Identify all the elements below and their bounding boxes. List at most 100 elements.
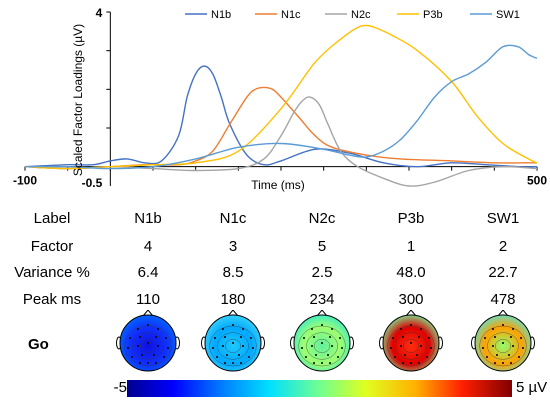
electrode-dot	[410, 362, 412, 364]
factor-cell: 3	[228, 238, 238, 255]
x-tick-label: -100	[13, 174, 37, 188]
variance-cell: 2.5	[311, 264, 333, 281]
series-line-n1b	[24, 65, 538, 168]
electrode-dot	[240, 336, 242, 338]
legend-label-n1b: N1b	[211, 9, 231, 21]
erp-line-chart: 4 -0.5 -100 500 N1b N1c N2c P3b SW1 Scaled Fact…	[13, 6, 547, 192]
factor-cell: 2	[498, 238, 508, 255]
contour-line	[132, 332, 164, 360]
electrode-dot	[311, 345, 313, 347]
electrode-dot	[410, 324, 412, 326]
contour-line	[395, 332, 427, 360]
electrode-dot	[492, 345, 494, 347]
electrode-dot	[242, 345, 244, 347]
label-cell: N2c	[308, 210, 336, 227]
electrode-dot	[147, 362, 149, 364]
electrode-dot	[232, 324, 234, 326]
electrode-dot	[240, 362, 242, 364]
electrode-dot	[139, 336, 141, 338]
peak-cell: 180	[220, 291, 246, 308]
electrode-dot	[250, 337, 252, 339]
electrode-dot	[216, 356, 218, 358]
electrode-dot	[165, 337, 167, 339]
row-header-peak: Peak ms	[22, 291, 82, 308]
electrode-dot	[301, 347, 303, 349]
electrode-dot	[137, 328, 139, 330]
variance-cell: 6.4	[137, 264, 159, 281]
electrode-dot	[404, 354, 406, 356]
series-line-p3b	[24, 24, 538, 170]
electrode-dot	[315, 354, 317, 356]
electrode-dot	[232, 342, 234, 344]
electrode-dot	[248, 356, 250, 358]
contour-line	[224, 339, 242, 353]
electrode-dot	[416, 354, 418, 356]
y-tick-label: 4	[96, 6, 103, 20]
topomap-row	[116, 310, 535, 372]
electrode-dot	[410, 342, 412, 344]
electrode-dot	[331, 345, 333, 347]
electrode-dot	[492, 328, 494, 330]
series-line-n1c	[24, 86, 538, 170]
electrode-dot	[153, 354, 155, 356]
electrode-dot	[232, 362, 234, 364]
table-row-variance: Variance % 6.4 8.5 2.5 48.0 22.7	[0, 261, 550, 285]
topomap-sw1	[471, 310, 535, 372]
electrode-dot	[508, 354, 510, 356]
electrode-dot	[329, 362, 331, 364]
peak-cell: 234	[309, 291, 335, 308]
electrode-dot	[400, 345, 402, 347]
electrode-dot	[426, 356, 428, 358]
variance-cell: 48.0	[396, 264, 426, 281]
electrode-dot	[155, 362, 157, 364]
variance-cell: 8.5	[222, 264, 244, 281]
chart-axes: 4 -0.5 -100 500	[13, 6, 547, 190]
electrode-dot	[430, 347, 432, 349]
electrode-dot	[341, 347, 343, 349]
electrode-dot	[510, 336, 512, 338]
chart-legend: N1b N1c N2c P3b SW1	[185, 9, 520, 21]
electrode-dot	[502, 324, 504, 326]
nose-mark	[497, 310, 509, 317]
table-row-factor: Factor 4 3 5 1 2	[0, 235, 550, 259]
x-tick-label: 500	[527, 174, 547, 188]
row-header-label: Label	[33, 210, 71, 227]
electrode-dot	[303, 337, 305, 339]
electrode-dot	[242, 328, 244, 330]
electrode-dot	[321, 324, 323, 326]
electrode-dot	[321, 362, 323, 364]
electrode-dot	[131, 356, 133, 358]
electrode-dot	[163, 356, 165, 358]
peak-cell: 300	[398, 291, 424, 308]
nose-mark	[405, 310, 417, 317]
electrode-dot	[418, 336, 420, 338]
electrode-dot	[137, 345, 139, 347]
x-axis-label: Time (ms)	[251, 178, 305, 192]
electrode-dot	[339, 337, 341, 339]
electrode-dot	[510, 362, 512, 364]
electrode-dot	[394, 356, 396, 358]
electrode-dot	[331, 328, 333, 330]
electrode-dot	[400, 328, 402, 330]
contour-line	[139, 339, 157, 353]
electrode-dot	[155, 336, 157, 338]
row-header-variance: Variance %	[14, 264, 90, 281]
electrode-dot	[129, 337, 131, 339]
electrode-dot	[512, 328, 514, 330]
nose-mark	[227, 310, 239, 317]
colorbar-max-label: 5 µV	[516, 379, 548, 396]
topomap-n1b	[116, 310, 180, 372]
topomap-n2c	[290, 310, 354, 372]
electrode-dot	[502, 342, 504, 344]
electrode-dot	[157, 345, 159, 347]
contour-line	[306, 332, 338, 360]
y-axis-label: Scaled Factor Loadings (µV)	[71, 24, 85, 176]
series-line-sw1	[24, 44, 538, 170]
peak-cell: 478	[490, 291, 516, 308]
electrode-dot	[222, 345, 224, 347]
electrode-dot	[313, 362, 315, 364]
contour-line	[402, 339, 420, 353]
electrode-dot	[147, 324, 149, 326]
legend-label-n2c: N2c	[351, 9, 371, 21]
electrode-dot	[141, 354, 143, 356]
